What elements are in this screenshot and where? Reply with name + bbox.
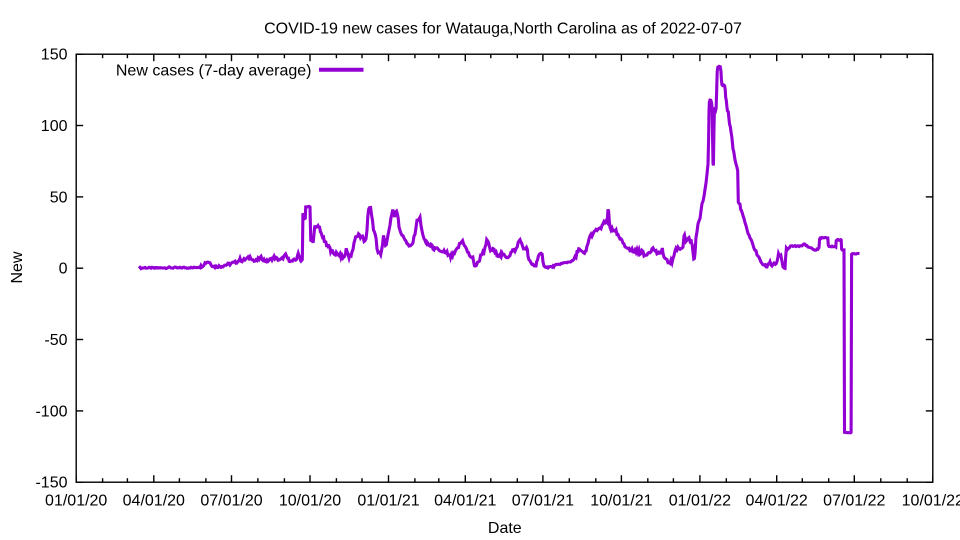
svg-text:01/01/20: 01/01/20 [45, 493, 107, 510]
svg-text:04/01/22: 04/01/22 [746, 493, 808, 510]
svg-text:0: 0 [59, 261, 68, 278]
svg-text:New cases (7-day average): New cases (7-day average) [116, 62, 312, 79]
svg-text:New: New [9, 251, 26, 283]
svg-text:100: 100 [41, 118, 68, 135]
svg-text:07/01/21: 07/01/21 [512, 493, 574, 510]
svg-text:07/01/22: 07/01/22 [823, 493, 885, 510]
svg-text:10/01/20: 10/01/20 [279, 493, 341, 510]
svg-text:10/01/21: 10/01/21 [590, 493, 652, 510]
svg-text:-100: -100 [35, 403, 67, 420]
svg-text:01/01/21: 01/01/21 [357, 493, 419, 510]
svg-text:10/01/22: 10/01/22 [902, 493, 960, 510]
svg-text:01/01/22: 01/01/22 [669, 493, 731, 510]
svg-text:04/01/21: 04/01/21 [434, 493, 496, 510]
svg-text:07/01/20: 07/01/20 [200, 493, 262, 510]
svg-text:COVID-19 new cases for Watauga: COVID-19 new cases for Watauga,North Car… [264, 21, 742, 38]
svg-text:-50: -50 [44, 332, 67, 349]
svg-text:-150: -150 [35, 475, 67, 492]
svg-text:50: 50 [50, 189, 68, 206]
svg-text:04/01/20: 04/01/20 [123, 493, 185, 510]
svg-text:150: 150 [41, 47, 68, 64]
svg-text:Date: Date [488, 520, 522, 537]
